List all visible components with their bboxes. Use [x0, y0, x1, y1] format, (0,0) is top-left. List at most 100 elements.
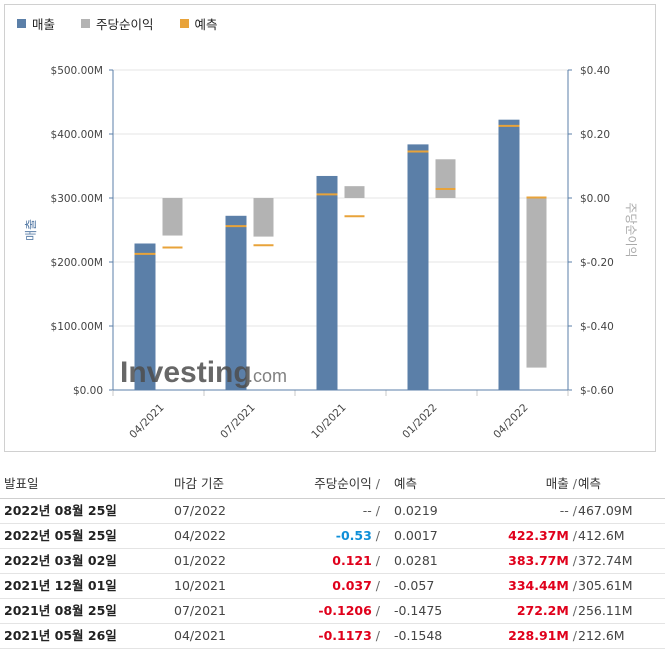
revenue-bar — [225, 215, 247, 390]
left-tick-label: $500.00M — [51, 65, 103, 77]
header-revenue-label: 매출 — [545, 476, 569, 491]
header-eps-forecast[interactable]: 예측 — [394, 476, 418, 491]
cell-eps-value: -0.53 — [335, 528, 372, 543]
cell-period-value: 07/2021 — [174, 603, 226, 618]
x-tick-label: 07/2021 — [218, 402, 257, 441]
cell-date: 2022년 03월 02일 — [4, 549, 117, 573]
cell-revenue-value: -- — [559, 503, 569, 518]
cell-eps-forecast-value: -0.1548 — [394, 628, 443, 643]
cell-date-value: 2022년 05월 25일 — [4, 528, 117, 543]
revenue-bar — [498, 119, 520, 390]
cell-eps-value: 0.037 — [332, 578, 372, 593]
cell-eps-forecast-value: 0.0281 — [394, 553, 438, 568]
cell-eps-forecast-value: -0.1475 — [394, 603, 443, 618]
table-body: 2022년 08월 25일 07/2022 -- /0.0219 -- /467.09… — [0, 499, 665, 649]
revenue-bar — [316, 175, 338, 390]
cell-revenue-value: 422.37M — [508, 528, 569, 543]
cell-revenue-forecast: 372.74M — [578, 549, 633, 573]
legend-item-revenue[interactable]: 매출 — [17, 14, 55, 33]
header-period[interactable]: 마감 기준 — [174, 476, 224, 491]
cell-revenue: 272.2M / — [517, 599, 577, 623]
right-tick-label: $-0.60 — [580, 385, 614, 397]
cell-revenue-forecast-value: 467.09M — [578, 503, 633, 518]
cell-revenue-forecast: 305.61M — [578, 574, 633, 598]
cell-revenue-slash: / — [568, 603, 577, 618]
header-eps-label: 주당순이익 — [314, 476, 372, 491]
right-tick-label: $-0.20 — [580, 257, 614, 269]
cell-revenue-forecast-value: 305.61M — [578, 578, 633, 593]
cell-revenue-slash: / — [568, 578, 577, 593]
cell-eps-forecast: 0.0281 — [394, 549, 438, 573]
header-eps[interactable]: 주당순이익 / — [314, 470, 380, 498]
x-tick-label: 01/2022 — [400, 402, 439, 441]
cell-revenue-forecast: 212.6M — [578, 624, 625, 648]
cell-period: 01/2022 — [174, 549, 226, 573]
cell-period: 04/2022 — [174, 524, 226, 548]
left-axis-title: 매출 — [24, 219, 38, 241]
left-tick-label: $200.00M — [51, 257, 103, 269]
cell-eps: -0.1206 / — [318, 599, 380, 623]
cell-revenue-forecast-value: 412.6M — [578, 528, 625, 543]
cell-period-value: 04/2021 — [174, 628, 226, 643]
cell-revenue: 228.91M / — [508, 624, 577, 648]
cell-revenue-forecast-value: 212.6M — [578, 628, 625, 643]
table-row: 2021년 05월 26일 04/2021 -0.1173 / -0.1548 228.… — [0, 624, 665, 649]
cell-date-value: 2022년 03월 02일 — [4, 553, 117, 568]
cell-period: 04/2021 — [174, 624, 226, 648]
cell-date-value: 2022년 08월 25일 — [4, 503, 117, 518]
cell-date: 2021년 05월 26일 — [4, 624, 117, 648]
table-row: 2021년 08월 25일 07/2021 -0.1206 / -0.1475 272.… — [0, 599, 665, 624]
right-tick-label: $-0.40 — [580, 321, 614, 333]
legend-swatch-revenue — [17, 18, 26, 28]
revenue-bar — [134, 243, 156, 390]
cell-period-value: 04/2022 — [174, 528, 226, 543]
cell-period: 07/2022 — [174, 499, 226, 523]
legend-item-eps[interactable]: 주당순이익 — [81, 14, 154, 33]
cell-eps-forecast: -0.057 — [394, 574, 434, 598]
legend-label-eps: 주당순이익 — [96, 16, 154, 32]
cell-date: 2021년 08월 25일 — [4, 599, 117, 623]
right-axis-title: 주당순이익 — [624, 202, 638, 257]
cell-date-value: 2021년 08월 25일 — [4, 603, 117, 618]
header-date[interactable]: 발표일 — [4, 476, 39, 491]
cell-eps-slash: / — [371, 603, 380, 618]
x-tick-label: 04/2021 — [127, 402, 166, 441]
left-tick-label: $300.00M — [51, 193, 103, 205]
table-row: 2022년 08월 25일 07/2022 -- / 0.0219 -- / 467.09… — [0, 499, 665, 524]
eps-bar — [435, 159, 456, 198]
cell-revenue-value: 334.44M — [508, 578, 569, 593]
cell-eps-slash: / — [371, 578, 380, 593]
cell-revenue: 334.44M / — [508, 574, 577, 598]
x-tick-label: 04/2022 — [491, 402, 530, 441]
table-header-row: 발표일 마감 기준 주당순이익 / 예측 매출 / 예측 — [0, 470, 665, 499]
cell-eps-forecast: -0.1475 — [394, 599, 442, 623]
header-revenue-forecast[interactable]: 예측 — [578, 476, 602, 491]
cell-revenue-slash: / — [568, 528, 577, 543]
cell-eps-slash: / — [371, 528, 380, 543]
header-revenue[interactable]: 매출 / — [546, 470, 577, 498]
header-eps-slash: / — [375, 476, 380, 491]
cell-eps-forecast-value: 0.0017 — [394, 528, 438, 543]
cell-eps-slash: / — [371, 628, 380, 643]
cell-eps-slash: / — [371, 503, 380, 518]
cell-revenue-slash: / — [568, 553, 577, 568]
legend-swatch-eps — [81, 18, 91, 28]
cell-eps: 0.121 / — [332, 549, 380, 573]
cell-revenue-slash: / — [568, 628, 577, 643]
cell-revenue-forecast: 467.09M — [578, 499, 633, 523]
cell-revenue: 383.77M / — [508, 549, 577, 573]
cell-eps-forecast-value: 0.0219 — [394, 503, 438, 518]
legend-item-forecast[interactable]: 예측 — [179, 14, 218, 33]
eps-bar — [162, 198, 183, 236]
cell-eps: -- / — [363, 499, 380, 523]
table-row: 2022년 05월 25일 04/2022 -0.53 / 0.0017 422.37M… — [0, 524, 665, 549]
cell-eps: 0.037 / — [332, 574, 380, 598]
cell-revenue: 422.37M / — [508, 524, 577, 548]
table-row: 2021년 12월 01일 10/2021 0.037 / -0.057 334.44M… — [0, 574, 665, 599]
eps-bar — [526, 198, 547, 368]
cell-eps: -0.1173 / — [318, 624, 380, 648]
left-tick-label: $0.00 — [73, 385, 103, 397]
cell-revenue-forecast-value: 256.11M — [578, 603, 633, 618]
table-row: 2022년 03월 02일 01/2022 0.121 / 0.0281 383.77M… — [0, 549, 665, 574]
cell-period-value: 07/2022 — [174, 503, 226, 518]
